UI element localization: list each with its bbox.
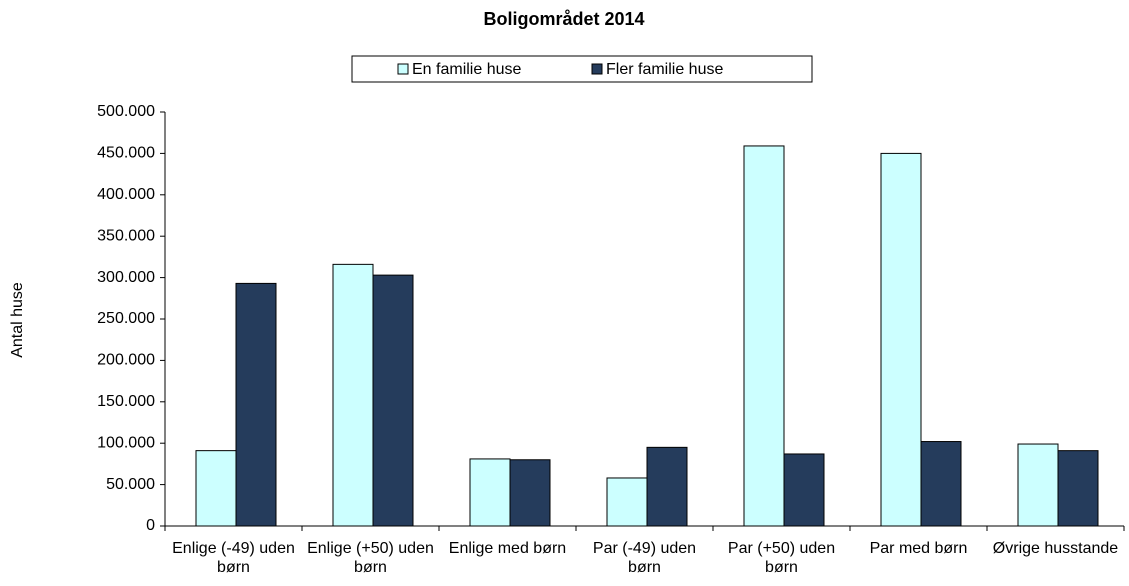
legend-swatch [591, 63, 603, 75]
bar [1057, 450, 1099, 527]
y-tick-label: 450.000 [97, 145, 155, 162]
bar [743, 145, 785, 527]
x-tick-label: Par (+50) uden børn [727, 540, 836, 576]
bar [1017, 443, 1059, 527]
legend-box [351, 55, 813, 83]
chart-title: Boligområdet 2014 [483, 9, 644, 29]
y-tick-label: 350.000 [97, 227, 155, 244]
y-tick-label: 150.000 [97, 393, 155, 410]
legend-swatch [397, 63, 409, 75]
x-tick-label: Par med børn [869, 540, 968, 557]
y-tick-label: 400.000 [97, 186, 155, 203]
bar [606, 477, 648, 527]
legend-label: Fler familie huse [606, 61, 723, 78]
x-tick-label: Enlige (-49) uden børn [172, 540, 295, 576]
x-tick-label: Par (-49) uden børn [592, 540, 697, 576]
y-tick-label: 300.000 [97, 269, 155, 286]
legend-label: En familie huse [412, 61, 521, 78]
bar [880, 152, 922, 527]
bar [195, 450, 237, 527]
y-tick-label: 100.000 [97, 434, 155, 451]
x-tick-label: Enlige med børn [448, 540, 567, 557]
bar [469, 458, 511, 527]
y-tick-label: 50.000 [106, 476, 155, 493]
x-tick-label: Enlige (+50) uden børn [307, 540, 434, 576]
x-tick-label: Øvrige husstande [992, 540, 1119, 557]
y-tick-label: 500.000 [97, 103, 155, 120]
y-tick-label: 200.000 [97, 352, 155, 369]
y-tick-label: 0 [146, 517, 155, 534]
bar [783, 453, 825, 527]
bar [920, 441, 962, 527]
bar [235, 282, 277, 527]
y-axis-label: Antal huse [9, 282, 26, 358]
y-tick-label: 250.000 [97, 310, 155, 327]
bar [372, 274, 414, 527]
bar [509, 459, 551, 527]
bar [332, 263, 374, 527]
bar [646, 446, 688, 527]
